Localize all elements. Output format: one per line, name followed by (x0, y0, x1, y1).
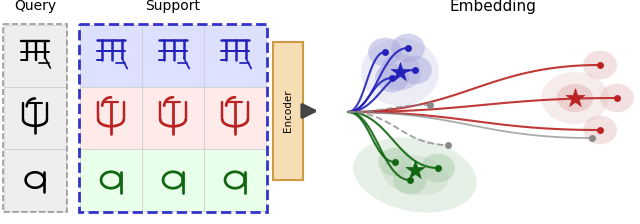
Ellipse shape (583, 116, 617, 144)
Bar (4, 149, 66, 211)
Ellipse shape (353, 138, 477, 212)
Ellipse shape (421, 154, 455, 182)
Bar (273, 42, 303, 180)
Bar (80, 25, 142, 87)
Bar (4, 25, 66, 87)
Ellipse shape (361, 38, 439, 106)
Ellipse shape (557, 84, 593, 112)
Ellipse shape (379, 54, 421, 90)
Text: Embedding: Embedding (449, 0, 536, 14)
Text: Support: Support (145, 0, 200, 13)
Bar (80, 87, 142, 149)
Ellipse shape (600, 84, 634, 112)
Ellipse shape (393, 166, 427, 194)
Bar (142, 87, 204, 149)
Bar (3, 24, 67, 212)
Bar (204, 87, 266, 149)
Point (570, 96, 580, 100)
Ellipse shape (378, 148, 412, 176)
Bar (4, 87, 66, 149)
Ellipse shape (381, 155, 448, 195)
Bar (142, 25, 204, 87)
Ellipse shape (375, 64, 409, 92)
Ellipse shape (391, 34, 425, 62)
Ellipse shape (368, 38, 402, 66)
Bar (79, 24, 267, 212)
Point (410, 168, 420, 172)
Point (395, 70, 405, 74)
Ellipse shape (398, 56, 432, 84)
Text: Encoder: Encoder (283, 90, 293, 132)
Bar (142, 149, 204, 211)
Ellipse shape (541, 72, 609, 124)
Bar (80, 149, 142, 211)
Text: Query: Query (14, 0, 56, 13)
Ellipse shape (583, 51, 617, 79)
Bar (204, 25, 266, 87)
Bar (204, 149, 266, 211)
